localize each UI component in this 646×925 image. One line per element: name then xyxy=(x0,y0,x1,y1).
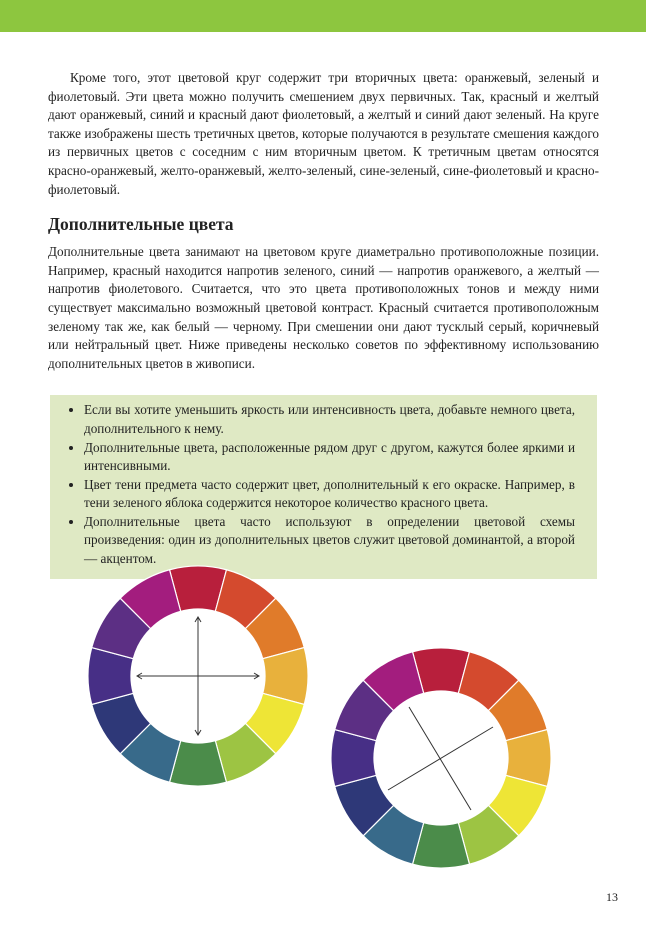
color-wheel-right xyxy=(330,647,552,869)
tip-item: Дополнительные цвета часто используют в … xyxy=(84,513,575,569)
wheel-segment xyxy=(119,569,182,630)
color-wheel-left xyxy=(87,565,309,787)
top-accent-bar xyxy=(0,0,646,32)
page-body: Кроме того, этот цветовой круг содержит … xyxy=(48,69,599,579)
complementary-arrows xyxy=(136,616,260,736)
tip-item: Дополнительные цвета, расположенные рядо… xyxy=(84,439,575,476)
tip-item: Цвет тени предмета часто содержит цвет, … xyxy=(84,476,575,513)
section-heading: Дополнительные цвета xyxy=(48,214,234,235)
wheel-segment xyxy=(362,651,425,712)
paragraph-secondary-colors: Кроме того, этот цветовой круг содержит … xyxy=(48,70,599,197)
tips-list: Если вы хотите уменьшить яркость или инт… xyxy=(50,401,597,568)
tip-item: Если вы хотите уменьшить яркость или инт… xyxy=(84,401,575,438)
paragraph-complementary-colors: Дополнительные цвета занимают на цветово… xyxy=(48,244,599,371)
page-number: 13 xyxy=(606,890,618,904)
tips-box: Если вы хотите уменьшить яркость или инт… xyxy=(50,395,597,579)
complementary-arrows xyxy=(387,706,494,811)
